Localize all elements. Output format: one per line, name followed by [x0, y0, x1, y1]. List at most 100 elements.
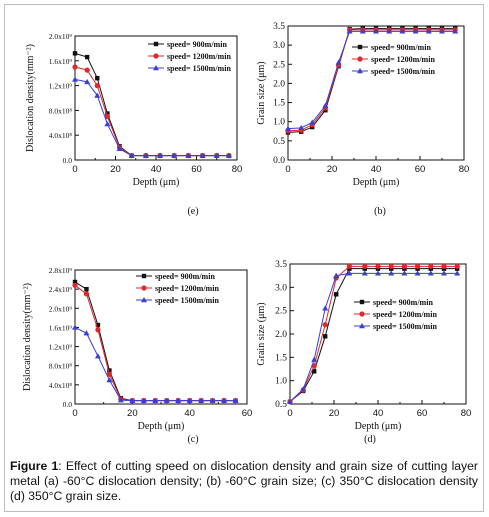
chart-b-x-tick-label: 20	[327, 164, 338, 175]
chart-c-y-tick-label: 1.6x10⁹	[49, 323, 73, 332]
chart-a-series-2-point	[104, 114, 110, 120]
chart-a-series-3-point	[225, 152, 232, 158]
chart-c-series-3-point	[152, 397, 159, 403]
chart-b-series-3-point	[399, 28, 406, 34]
chart-a-y-tick-label: 2.0x10⁹	[49, 32, 73, 41]
chart-a-series-1-point	[95, 75, 100, 81]
chart-c-legend-label-1: speed= 900m/min	[155, 272, 215, 281]
chart-c-series-3-point	[106, 377, 113, 383]
chart-a-x-tick-label: 40	[151, 164, 162, 175]
chart-d-y-tick-label: 3.5	[275, 260, 287, 270]
chart-d-series-3-point	[333, 272, 340, 278]
chart-b-grain-size: 0 20 40 60 80 0.0 0.5 1.0 1.5 2.0 2.5 3.0 3.5 Depth (…	[256, 22, 470, 217]
chart-d-grain-size: 0 20 40 60 80 0.5 1.0 1.5 2.0 2.5 3.0 3.5 Depth (μm)…	[256, 260, 472, 445]
chart-a-series-3-point	[104, 121, 111, 127]
figure-caption: Figure 1: Effect of cutting speed on dis…	[10, 459, 478, 504]
chart-c-series-1-point	[84, 286, 89, 292]
chart-a-y-tick-label: 0.0	[63, 156, 73, 165]
chart-d-series-3-point	[414, 270, 421, 276]
chart-b-x-tick-label: 60	[415, 164, 426, 175]
chart-d-series-3-point	[322, 305, 329, 311]
chart-d-y-tick-label: 1.0	[275, 377, 287, 387]
chart-c-dislocation-density: 0 20 40 60 0.0 4.0x10⁸ 8.0x10⁸ 1.2x10⁹ 1.6x10⁹ 2.…	[22, 266, 252, 445]
chart-a-series-3-point	[94, 92, 101, 98]
chart-d-series-line-1	[289, 268, 458, 403]
chart-b-series-3-point	[335, 59, 342, 65]
chart-c-x-tick-label: 40	[184, 408, 195, 419]
chart-b-series-line-3	[287, 30, 456, 130]
chart-d-x-tick-label: 80	[461, 408, 472, 419]
chart-a-legend-marker-2	[153, 53, 159, 59]
chart-a-legend-marker-3	[153, 65, 159, 71]
chart-b-series-3-point	[285, 125, 291, 131]
chart-d-series-2-point	[362, 263, 368, 269]
chart-d-series-2-point	[346, 263, 352, 269]
chart-c-series-2-point	[95, 327, 101, 333]
chart-b-y-tick-label: 3.0	[273, 41, 285, 51]
chart-c-series-2-point	[106, 371, 112, 377]
chart-d-series-2-point	[322, 322, 328, 328]
chart-d-x-tick-label: 0	[287, 408, 292, 419]
figure-frame	[4, 4, 484, 512]
chart-d-y-tick-label: 3.0	[275, 283, 287, 293]
chart-d-series-line-3	[289, 272, 458, 403]
chart-a-y-axis-label: Dislocation density(mm⁻²)	[25, 44, 36, 152]
chart-a-series-2-point	[94, 83, 100, 89]
caption-text: : Effect of cutting speed on dislocation…	[10, 459, 478, 503]
chart-d-legend-label-2: speed= 1200m/min	[373, 310, 437, 319]
chart-d-series-2-point	[388, 263, 394, 269]
chart-b-legend-label-1: speed= 900m/min	[371, 43, 431, 52]
chart-a-series-3-point	[116, 145, 123, 152]
chart-d-panel-label: (d)	[364, 434, 376, 445]
chart-a-series-3-point	[72, 76, 78, 82]
chart-d-series-3-point	[441, 270, 447, 276]
chart-a-series-3-point	[128, 152, 135, 158]
chart-a-x-tick-label: 80	[232, 164, 243, 175]
chart-c-x-tick-label: 0	[72, 408, 77, 419]
chart-b-series-3-point	[309, 119, 316, 125]
chart-c-series-3-point	[175, 397, 182, 403]
chart-b-y-tick-label: 0.5	[273, 137, 285, 147]
chart-c-y-tick-label: 2.4x10⁹	[49, 285, 73, 294]
chart-b-y-tick-label: 2.0	[273, 79, 285, 89]
chart-d-legend-marker-2	[359, 311, 365, 317]
chart-b-y-tick-label: 2.5	[273, 60, 285, 70]
chart-c-series-2-point	[72, 282, 78, 288]
chart-a-dislocation-density: 0 20 40 60 80 0.0 4.0x10⁸ 8.0x10⁸ 1.2x10⁹ 1.6x10⁹…	[25, 32, 243, 217]
chart-b-legend-label-2: speed= 1200m/min	[371, 55, 435, 64]
chart-d-series-3-point	[375, 270, 381, 276]
chart-b-x-tick-label: 0	[285, 164, 290, 175]
chart-c-legend-marker-1	[141, 273, 147, 279]
chart-b-x-tick-label: 80	[459, 164, 470, 175]
chart-c-series-3-point	[140, 397, 147, 403]
chart-c-series-3-point	[163, 397, 170, 403]
chart-b-panel-label: (b)	[374, 206, 386, 217]
chart-c-series-3-point	[198, 397, 205, 403]
chart-b-y-tick-label: 1.5	[273, 99, 285, 109]
chart-c-y-tick-label: 4.0x10⁸	[49, 381, 73, 390]
chart-d-series-3-point	[287, 398, 293, 404]
chart-a-series-1-point	[105, 111, 110, 116]
chart-b-series-3-point	[386, 28, 393, 34]
chart-c-series-2-point	[83, 291, 90, 297]
chart-a-series-3-point	[185, 152, 192, 158]
chart-a-series-3-point	[142, 152, 149, 158]
chart-c-y-tick-label: 8.0x10⁸	[49, 362, 73, 371]
chart-b-series-3-point	[298, 124, 305, 131]
chart-b-legend-marker-1	[357, 44, 363, 50]
chart-d-series-2-point	[401, 263, 407, 269]
chart-b-y-axis-label: Grain size (μm)	[256, 61, 267, 124]
chart-c-series-1-point	[72, 279, 78, 285]
chart-c-series-1-point	[95, 322, 101, 328]
chart-d-legend-label-1: speed= 900m/min	[373, 298, 433, 307]
chart-b-x-axis-label: Depth (μm)	[353, 177, 400, 188]
chart-a-series-3-point	[157, 152, 164, 158]
chart-c-series-3-point	[83, 330, 90, 336]
chart-c-panel-label: (c)	[187, 434, 198, 445]
chart-d-series-3-point	[401, 270, 408, 276]
chart-d-y-tick-label: 0.5	[275, 400, 287, 410]
chart-a-series-3-point	[199, 152, 206, 158]
chart-d-x-tick-label: 40	[373, 408, 384, 419]
chart-d-series-3-point	[311, 356, 318, 362]
chart-d-series-3-point	[427, 270, 434, 276]
